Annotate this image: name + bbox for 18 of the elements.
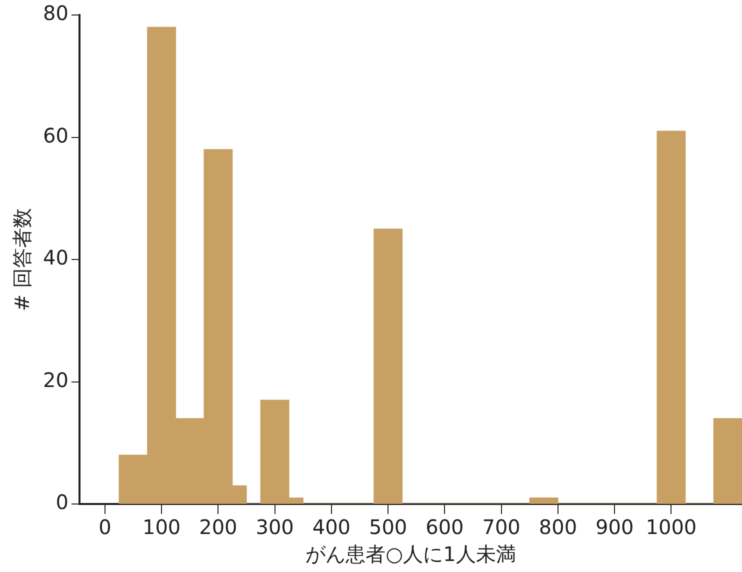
y-tick-label: 20 <box>42 368 68 392</box>
x-tick-label: 400 <box>312 515 351 540</box>
x-tick-label: 1000 <box>646 515 697 540</box>
x-tick-label: 100 <box>142 515 181 540</box>
y-tick-label: 60 <box>42 123 68 148</box>
x-tick-label: 0 <box>98 515 112 540</box>
x-tick-label: 200 <box>199 515 238 540</box>
y-tick-label: 0 <box>56 490 68 514</box>
x-tick-label: 600 <box>426 515 464 540</box>
y-tick-label: 80 <box>42 1 68 26</box>
x-tick-label: 700 <box>482 515 520 540</box>
y-axis-title: # 回答者数 <box>10 208 34 312</box>
x-tick-label: 800 <box>538 515 578 540</box>
x-tick-label: 300 <box>256 515 294 540</box>
x-tick-label: 900 <box>595 515 634 540</box>
y-tick-label: 40 <box>42 246 68 270</box>
x-axis-title: がん患者○人に1人未満 <box>306 542 516 566</box>
x-tick-label: 500 <box>368 515 408 540</box>
